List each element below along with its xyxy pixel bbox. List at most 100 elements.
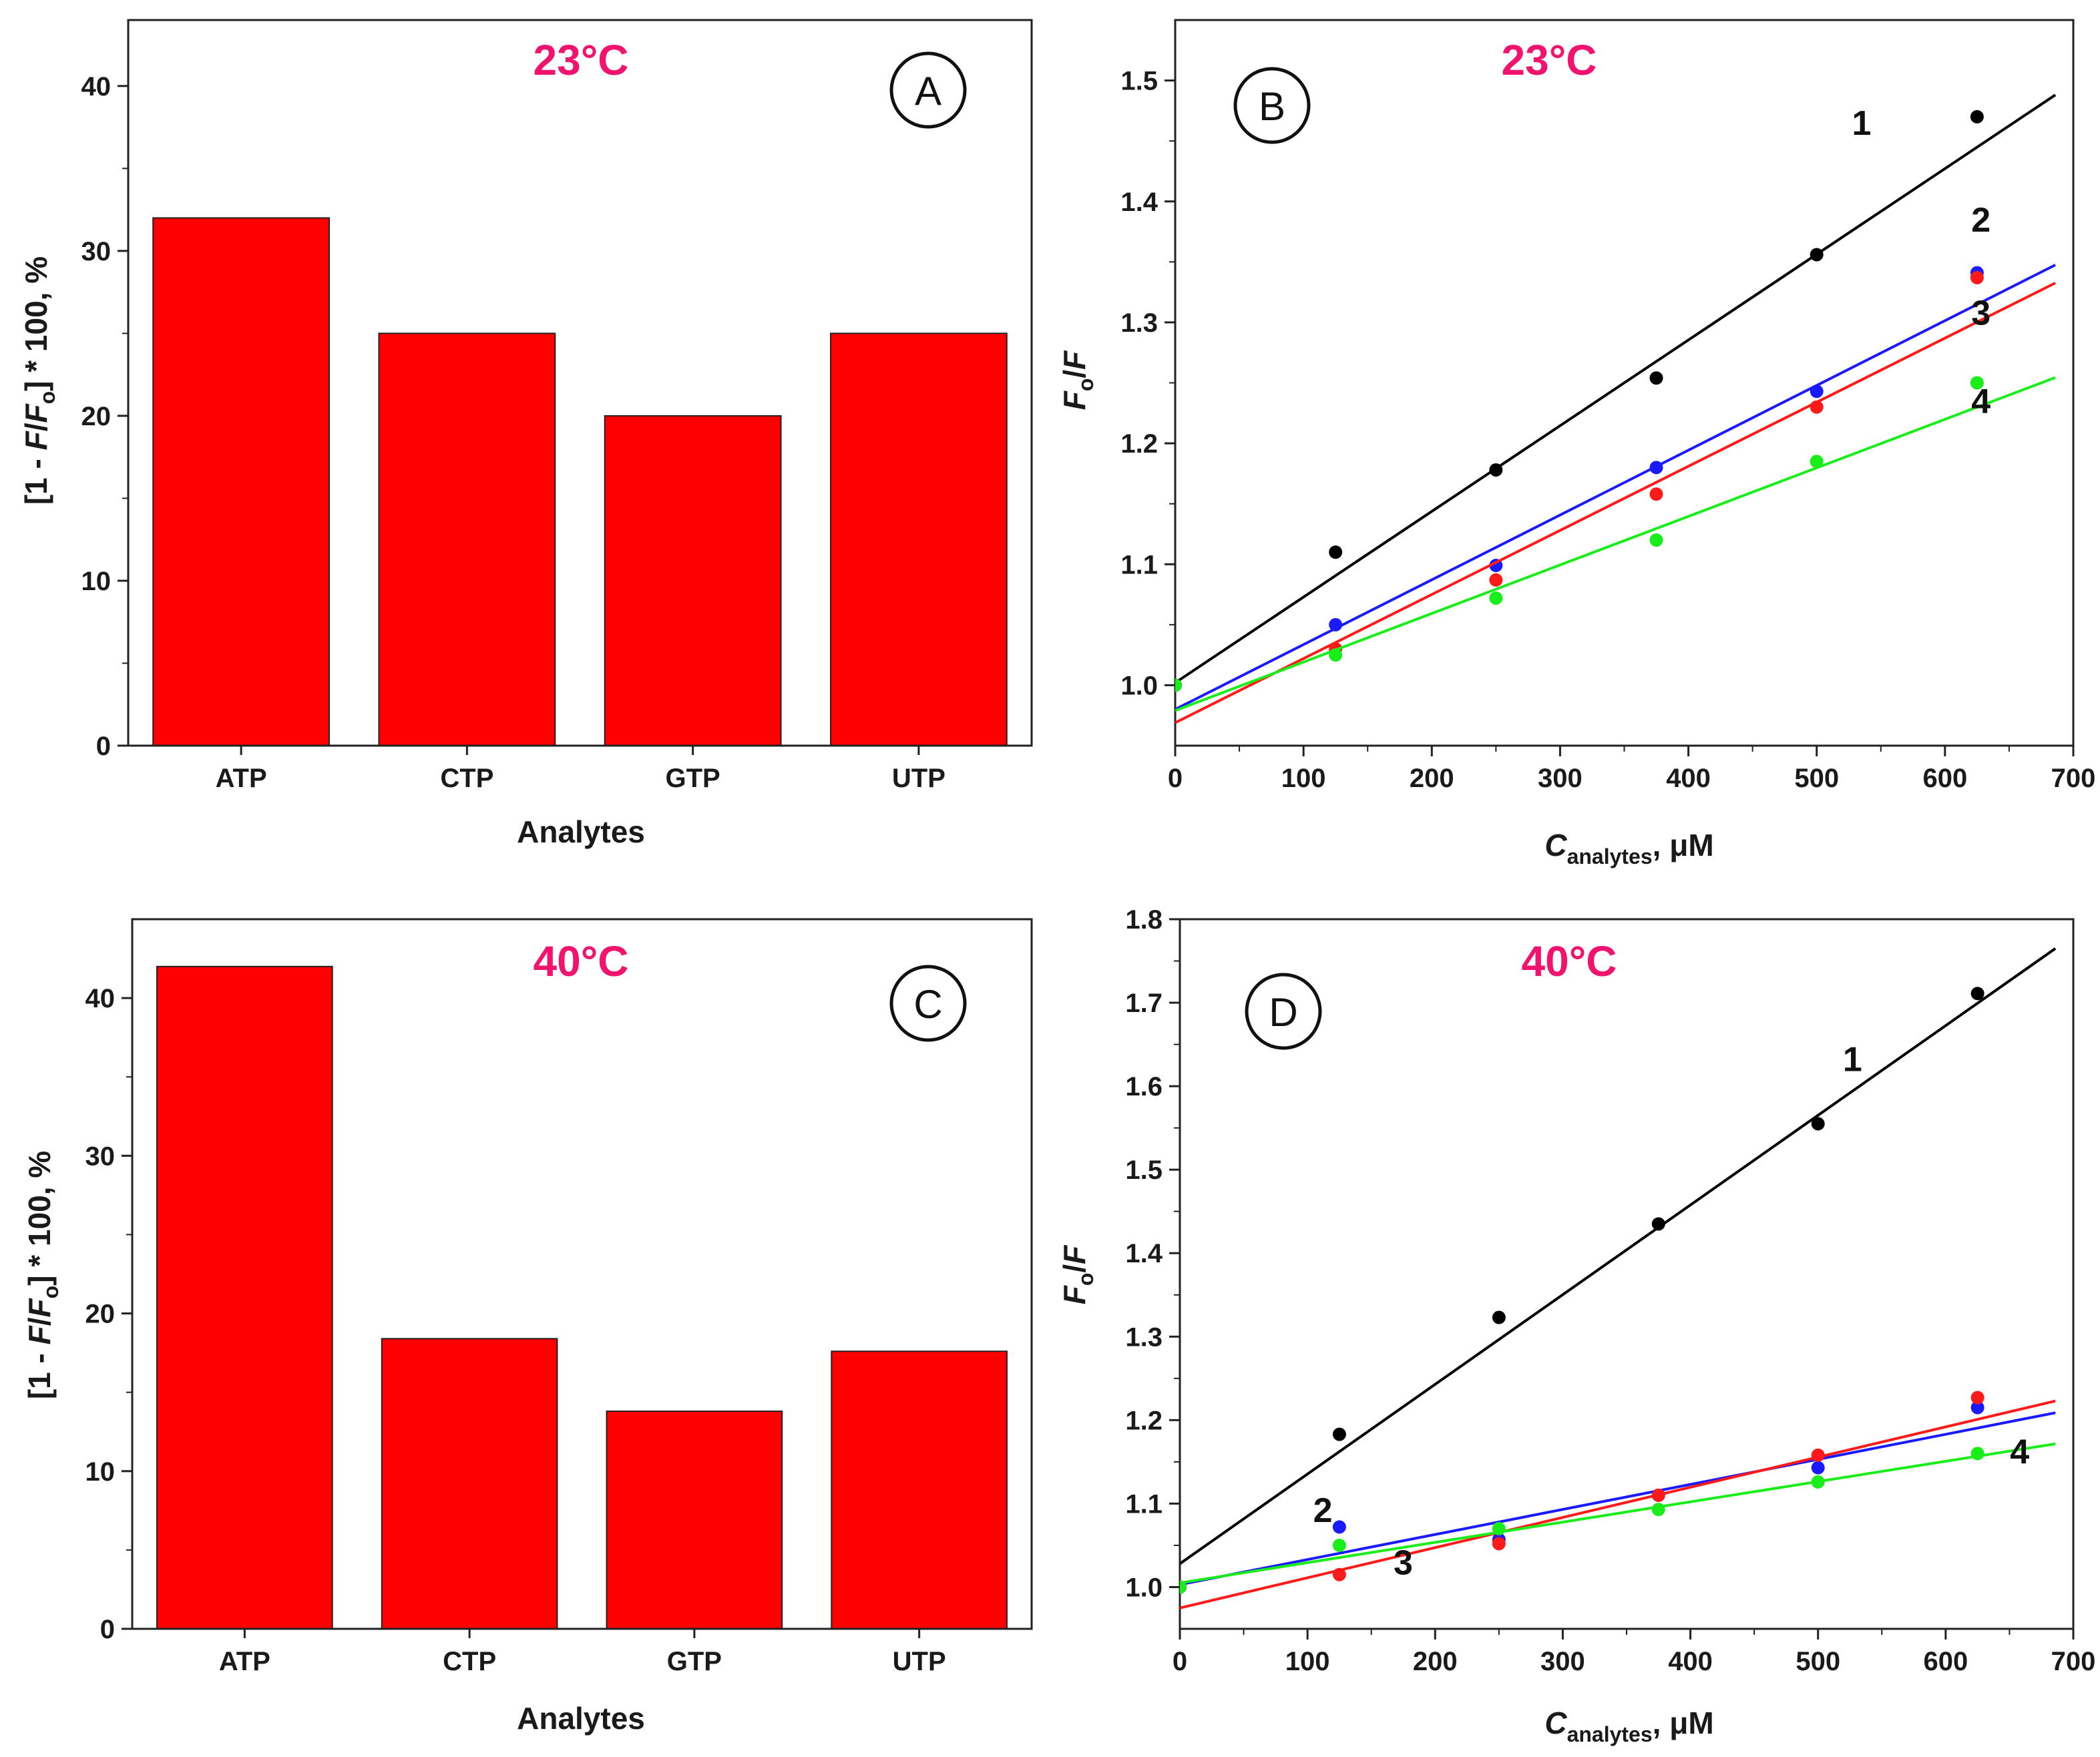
y-tick-label: 10 [85, 1457, 116, 1487]
y-label-part: F [1057, 390, 1092, 410]
series-1 [1175, 93, 2057, 692]
x-label-part: C [1544, 1706, 1567, 1740]
scatter-chart-panel-d: 0 100 200 300 400 500 600 700 1.0 1.1 1.2 1.3 1.4 1.5… [1057, 905, 2095, 1746]
y-axis-label: Fo/F [1057, 1244, 1098, 1304]
y-tick-label: 1.8 [1125, 905, 1163, 935]
data-point-3 [1492, 1537, 1506, 1551]
data-point-1 [1489, 463, 1503, 477]
temperature-label: 23°C [1502, 36, 1597, 84]
series-2 [1175, 264, 2057, 711]
x-tick-label: 700 [2051, 1647, 2096, 1676]
y-tick-label: 1.3 [1125, 1322, 1163, 1352]
bar-ctp [378, 332, 556, 746]
x-tick-label: ATP [219, 1647, 270, 1676]
y-label-part: o [1074, 379, 1098, 392]
y-tick-label: 1.1 [1120, 550, 1158, 579]
data-point-2 [1329, 617, 1343, 632]
fit-line-1 [1180, 947, 2057, 1565]
x-tick-label: CTP [440, 764, 493, 793]
x-tick-label: 400 [1666, 764, 1711, 793]
data-point-4 [1651, 1503, 1665, 1517]
panel-label: C [913, 982, 942, 1027]
x-tick-label: UTP [893, 1647, 946, 1676]
series-1 [1180, 947, 2057, 1594]
series-label: 3 [1394, 1544, 1413, 1583]
x-tick-label: 300 [1538, 764, 1583, 793]
y-tick-label: 1.2 [1120, 429, 1158, 459]
x-tick-label: 0 [1173, 1647, 1187, 1676]
fit-line-2 [1175, 264, 2057, 711]
bar-atp [156, 965, 333, 1630]
series-label: 2 [1971, 201, 1990, 240]
data-point-2 [1810, 385, 1824, 399]
data-point-2 [1332, 1520, 1346, 1534]
series-4 [1175, 376, 2056, 712]
bar-chart-panel-c: ATP CTP GTP UTP 0 10 20 30 40 Analytes [1 - F/Fo] … [22, 918, 1033, 1736]
panel-label-circle [889, 51, 967, 129]
y-tick-label: 1.0 [1120, 671, 1158, 700]
x-axis-label: Canalytes, μM [1544, 1706, 1713, 1746]
y-label-part: ] * 100, % [22, 1151, 57, 1286]
y-label-part: o [39, 1286, 63, 1299]
data-point-1 [1970, 987, 1984, 1001]
y-tick-label: 30 [85, 1142, 116, 1171]
bar-ctp [381, 1338, 558, 1629]
data-point-4 [1329, 648, 1343, 662]
x-axis-label: Analytes [517, 814, 645, 849]
data-point-2 [1811, 1461, 1825, 1475]
x-tick-label: 600 [1922, 764, 1967, 793]
series-label: 4 [2010, 1433, 2029, 1471]
panel-label: B [1259, 84, 1285, 129]
series-4 [1180, 1442, 2056, 1594]
y-tick-label: 20 [81, 402, 112, 431]
data-point-4 [1649, 533, 1663, 547]
fit-line-2 [1180, 1411, 2056, 1586]
y-label-part: F [1057, 1244, 1092, 1264]
data-point-1 [1329, 545, 1343, 559]
bar-chart-panel-a: ATP CTP GTP UTP 0 10 20 30 40 Analytes [1 - F/Fo] … [19, 19, 1033, 849]
data-point-4 [1810, 455, 1824, 469]
x-tick-label: GTP [667, 1647, 722, 1676]
y-tick-label: 1.2 [1125, 1406, 1163, 1435]
y-label-part: ] * 100, % [19, 256, 53, 391]
series-label: 1 [1843, 1041, 1862, 1079]
panel-label-circle [1245, 973, 1322, 1050]
y-tick-label: 1.7 [1125, 989, 1163, 1018]
data-point-3 [1970, 1391, 1984, 1405]
series-3 [1175, 270, 2056, 724]
x-tick-label: 100 [1281, 764, 1326, 793]
x-label-part: , μM [1653, 1706, 1714, 1740]
panel-label: D [1269, 990, 1297, 1035]
y-label-part: F [22, 1324, 57, 1344]
x-tick-label: 200 [1410, 764, 1454, 793]
data-point-1 [1332, 1427, 1346, 1441]
y-label-part: F [22, 1297, 57, 1317]
x-tick-label: 100 [1285, 1647, 1330, 1676]
data-point-4 [1180, 1580, 1187, 1594]
x-tick-label: 300 [1540, 1647, 1585, 1676]
y-tick-label: 1.1 [1125, 1489, 1163, 1519]
y-tick-label: 30 [81, 237, 112, 266]
y-label-part: [1 - [22, 1344, 57, 1399]
x-label-part: , μM [1653, 828, 1714, 862]
y-label-part: o [1074, 1273, 1098, 1286]
y-tick-label: 20 [85, 1300, 116, 1329]
bar-utp [831, 1350, 1008, 1629]
series-label: 1 [1852, 104, 1872, 143]
y-label-part: / [22, 1317, 57, 1326]
data-point-1 [1651, 1217, 1665, 1231]
y-tick-label: 40 [85, 984, 116, 1013]
y-tick-label: 1.3 [1120, 308, 1158, 338]
y-label-part: [1 - [19, 450, 53, 505]
series-2 [1180, 1401, 2056, 1594]
temperature-label: 23°C [534, 36, 629, 84]
panel-label-circle [1233, 67, 1311, 144]
data-point-3 [1489, 573, 1503, 587]
data-point-4 [1970, 376, 1984, 390]
x-tick-label: 200 [1413, 1647, 1458, 1676]
data-point-4 [1175, 678, 1182, 692]
y-label-part: / [19, 423, 53, 431]
data-point-4 [1970, 1447, 1984, 1461]
x-tick-label: 400 [1668, 1647, 1713, 1676]
